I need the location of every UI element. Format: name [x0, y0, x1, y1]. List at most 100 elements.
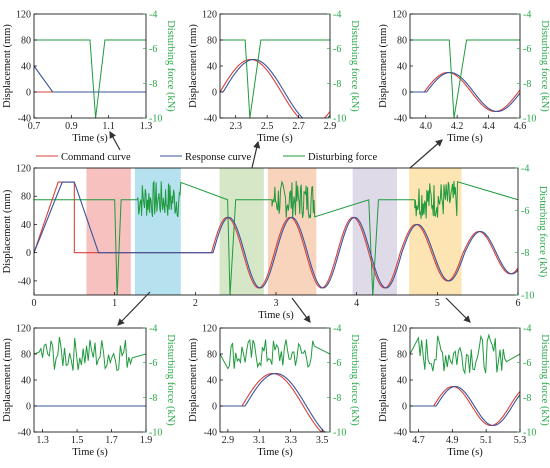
x-tick-label: 4.7	[412, 435, 425, 446]
x-tick-label: 2.9	[222, 435, 235, 446]
response-curve-line	[220, 372, 326, 432]
y2-tick-label: -10	[333, 114, 346, 125]
y-tick-label: 40	[207, 376, 217, 387]
y-tick-label: 120	[392, 324, 407, 335]
y-tick-label: -40	[394, 114, 407, 125]
y-tick-label: -40	[18, 114, 31, 125]
legend-disturbing-label: Disturbing force	[308, 152, 377, 163]
y2-tick-label: -4	[333, 10, 341, 21]
plot-area	[220, 338, 330, 432]
y-tick-label: 0	[212, 402, 217, 413]
y2-tick-label: -4	[523, 324, 531, 335]
y-tick-label: 80	[21, 350, 31, 361]
x-axis-label: Time (s)	[257, 447, 293, 458]
disturbing-force-line	[220, 338, 330, 370]
x-tick-label: 3.5	[316, 435, 329, 446]
highlight-band-2	[134, 168, 181, 295]
zoom-arrow-1	[109, 130, 121, 151]
y2-tick-label: -6	[333, 44, 341, 55]
y-tick-label: 0	[26, 248, 31, 259]
x-tick-label: 0	[32, 298, 37, 309]
x-tick-label: 1	[112, 298, 117, 309]
x-tick-label: 0.7	[28, 121, 41, 132]
x-tick-label: 5.3	[514, 435, 527, 446]
y2-tick-label: -6	[523, 44, 531, 55]
y2-tick-label: -10	[523, 428, 536, 439]
zoom-arrow-3	[409, 139, 443, 169]
y2-tick-label: -10	[521, 291, 534, 302]
chart-inset-bottom-3: 4.7 4.9 5.1 5.3 -40 0 40 80 120 -4 -6 -8 -10 Time (s)…	[378, 324, 550, 459]
y2-axis-label: Disturbing force (kN)	[165, 334, 176, 426]
disturbing-force-line	[410, 39, 520, 118]
x-tick-label: 4.2	[451, 121, 464, 132]
y-tick-label: 80	[207, 350, 217, 361]
y-tick-label: 80	[21, 192, 31, 203]
x-tick-label: 2.5	[261, 121, 274, 132]
y-tick-label: 120	[16, 10, 31, 21]
plot-frame	[33, 13, 147, 119]
plot-frame	[409, 13, 521, 119]
plot-frame	[219, 13, 331, 119]
disturbing-force-line	[34, 180, 518, 295]
y-tick-label: 120	[392, 10, 407, 21]
y2-tick-label: -8	[333, 393, 341, 404]
y2-tick-label: -4	[333, 324, 341, 335]
y2-axis-label: Disturbing force (kN)	[539, 334, 550, 426]
y-tick-label: 120	[202, 10, 217, 21]
plot-area	[34, 39, 146, 118]
x-tick-label: 2	[193, 298, 198, 309]
x-axis-label: Time (s)	[447, 133, 483, 144]
x-tick-label: 4.4	[482, 121, 495, 132]
y2-tick-label: -4	[523, 10, 531, 21]
y2-tick-label: -6	[333, 358, 341, 369]
command-curve-line	[220, 58, 330, 118]
y-tick-label: -40	[394, 428, 407, 439]
y-axis-label: Displacement (mm)	[2, 24, 13, 108]
y-tick-label: 0	[26, 402, 31, 413]
response-curve-line	[410, 385, 520, 427]
y2-tick-label: -6	[523, 358, 531, 369]
y-tick-label: 40	[397, 376, 407, 387]
y2-axis-label: Disturbing force (kN)	[537, 186, 548, 278]
plot-area	[220, 39, 330, 118]
legend-response-label: Response curve	[185, 152, 252, 163]
y2-tick-label: -10	[333, 428, 346, 439]
zoom-arrow-2	[251, 140, 261, 169]
y2-tick-label: -10	[523, 114, 536, 125]
y2-tick-label: -8	[523, 393, 531, 404]
zoom-arrow-6	[445, 297, 471, 323]
x-axis-label: Time (s)	[258, 310, 294, 321]
y-tick-label: 40	[21, 220, 31, 231]
response-curve-line	[220, 58, 330, 118]
y2-tick-label: -8	[149, 79, 157, 90]
highlight-band-5	[352, 168, 397, 295]
x-tick-label: 4	[354, 298, 359, 309]
x-tick-label: 4.0	[419, 121, 432, 132]
y2-tick-label: -8	[521, 248, 529, 259]
y-tick-label: -40	[204, 428, 217, 439]
y-tick-label: 80	[397, 36, 407, 47]
x-tick-label: 2.9	[324, 121, 337, 132]
y2-axis-label: Disturbing force (kN)	[349, 334, 360, 426]
x-axis-label: Time (s)	[72, 447, 108, 458]
disturbing-force-line	[410, 333, 520, 376]
command-curve-line	[410, 71, 520, 113]
disturbing-force-line	[34, 39, 146, 118]
x-tick-label: 5.1	[480, 435, 493, 446]
x-tick-label: 1.5	[71, 435, 84, 446]
highlight-band-3	[219, 168, 264, 295]
y-tick-label: 80	[21, 36, 31, 47]
y2-axis-label: Disturbing force (kN)	[165, 20, 176, 112]
x-tick-label: 1.1	[102, 121, 115, 132]
chart-inset-top-1: 0.7 0.9 1.1 1.3 -40 0 40 80 120 -4 -6 -8 -10 Time (s)…	[2, 10, 176, 145]
y2-tick-label: -10	[149, 428, 162, 439]
x-axis-label: Time (s)	[257, 133, 293, 144]
y2-tick-label: -4	[149, 10, 157, 21]
y-axis-label: Displacement (mm)	[378, 338, 389, 422]
y-tick-label: 0	[402, 88, 407, 99]
y-tick-label: 0	[402, 402, 407, 413]
y-tick-label: 0	[212, 88, 217, 99]
y2-tick-label: -8	[149, 393, 157, 404]
